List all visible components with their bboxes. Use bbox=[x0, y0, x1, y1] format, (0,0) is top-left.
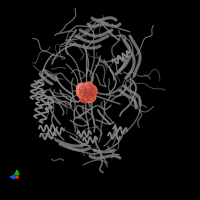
Circle shape bbox=[81, 85, 93, 98]
Circle shape bbox=[80, 89, 87, 97]
Circle shape bbox=[85, 85, 92, 92]
Circle shape bbox=[87, 93, 90, 97]
Circle shape bbox=[84, 91, 96, 102]
Circle shape bbox=[84, 88, 92, 97]
Circle shape bbox=[77, 83, 87, 94]
Circle shape bbox=[79, 91, 91, 103]
Circle shape bbox=[88, 88, 96, 96]
Circle shape bbox=[82, 94, 85, 97]
Circle shape bbox=[79, 85, 82, 89]
Circle shape bbox=[85, 84, 88, 88]
Circle shape bbox=[88, 87, 91, 91]
Circle shape bbox=[77, 86, 89, 98]
Circle shape bbox=[79, 86, 86, 93]
Circle shape bbox=[85, 85, 97, 97]
Circle shape bbox=[79, 88, 83, 92]
Circle shape bbox=[82, 94, 90, 102]
Circle shape bbox=[83, 82, 93, 93]
Circle shape bbox=[16, 176, 18, 178]
Circle shape bbox=[83, 88, 87, 92]
Circle shape bbox=[87, 94, 95, 101]
